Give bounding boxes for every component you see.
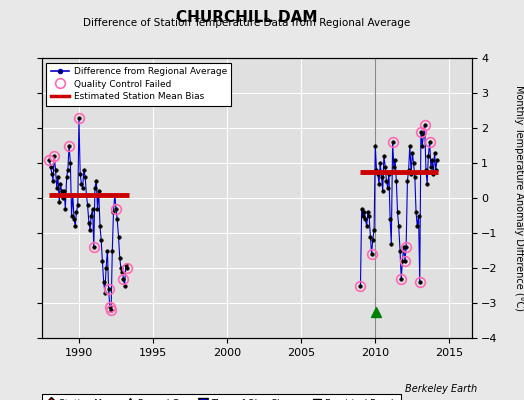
Text: Difference of Station Temperature Data from Regional Average: Difference of Station Temperature Data f… xyxy=(83,18,410,28)
Y-axis label: Monthly Temperature Anomaly Difference (°C): Monthly Temperature Anomaly Difference (… xyxy=(515,85,524,311)
Text: CHURCHILL DAM: CHURCHILL DAM xyxy=(176,10,317,25)
Text: Berkeley Earth: Berkeley Earth xyxy=(405,384,477,394)
Legend: Station Move, Record Gap, Time of Obs. Change, Empirical Break: Station Move, Record Gap, Time of Obs. C… xyxy=(42,394,401,400)
